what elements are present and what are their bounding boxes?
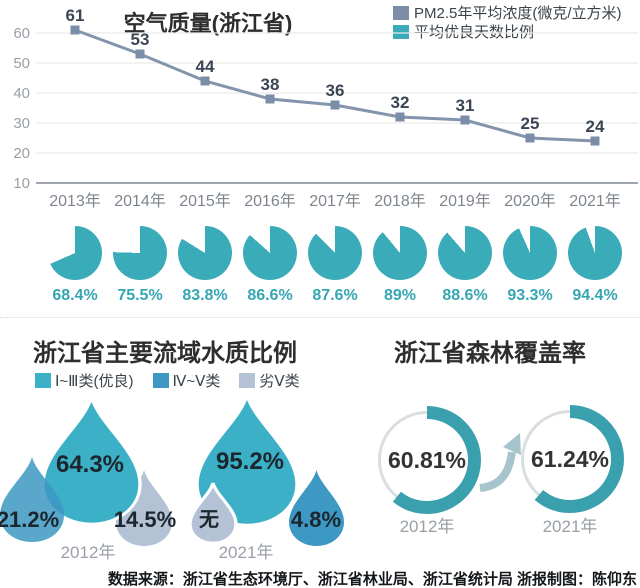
y-tick-label: 50	[13, 55, 30, 72]
good-days-pie-label: 75.5%	[117, 287, 163, 304]
water-legend-label: Ⅳ~Ⅴ类	[172, 373, 221, 390]
x-tick-label: 2019年	[439, 192, 491, 210]
water-drop-good	[195, 394, 299, 527]
increase-arrow	[479, 451, 516, 492]
good-days-pie-label: 94.4%	[572, 287, 618, 304]
good-days-pie-label: 86.6%	[247, 287, 293, 304]
pm25-value-label: 53	[131, 30, 150, 49]
pm25-marker	[460, 115, 470, 125]
pm25-value-label: 25	[521, 114, 540, 133]
forest-year-label: 2012年	[400, 517, 455, 536]
good-days-legend-swatch	[393, 24, 409, 39]
forest-value-label: 61.24%	[531, 446, 609, 472]
pm25-marker	[265, 94, 275, 104]
pm25-legend-swatch	[393, 5, 409, 20]
x-tick-label: 2015年	[179, 192, 231, 210]
pm25-marker	[135, 49, 145, 59]
water-legend-swatch	[239, 373, 256, 388]
good-days-pie	[308, 226, 362, 280]
water-legend-item: Ⅳ~Ⅴ类	[152, 370, 221, 391]
water-good-label: 95.2%	[216, 448, 284, 475]
pm25-value-label: 32	[391, 93, 410, 112]
y-tick-label: 40	[13, 85, 30, 102]
pm25-marker	[200, 76, 210, 86]
water-quality-legend: Ⅰ~Ⅲ类(优良) Ⅳ~Ⅴ类 劣Ⅴ类	[35, 370, 300, 391]
y-tick-label: 60	[13, 25, 30, 42]
pm25-value-label: 36	[326, 81, 345, 100]
good-days-pie	[503, 226, 557, 280]
y-tick-label: 30	[13, 115, 30, 132]
donut-arc	[373, 406, 481, 514]
forest-year-label: 2021年	[543, 517, 598, 536]
pm25-marker	[525, 133, 535, 143]
y-tick-label: 10	[13, 175, 30, 192]
water-drop-mid	[0, 457, 64, 542]
water-legend-label: Ⅰ~Ⅲ类(优良)	[55, 373, 134, 390]
x-tick-label: 2016年	[244, 192, 296, 210]
x-tick-label: 2017年	[309, 192, 361, 210]
good-days-pie	[243, 226, 297, 280]
water-legend-swatch	[35, 373, 51, 388]
good-days-pie	[568, 226, 622, 280]
pm25-value-label: 31	[456, 96, 475, 115]
good-days-pie	[48, 226, 102, 280]
legend-item-pm25: PM2.5年平均浓度(微克/立方米)	[393, 3, 622, 22]
water-bad-label: 无	[199, 509, 219, 531]
increase-arrow-head	[503, 433, 521, 455]
pm25-value-label: 44	[196, 57, 215, 76]
y-tick-label: 20	[13, 145, 30, 162]
x-tick-label: 2020年	[504, 192, 556, 210]
water-year-label: 2012年	[61, 543, 116, 562]
pm25-value-label: 38	[261, 75, 280, 94]
good-days-pie	[178, 226, 232, 280]
water-drop-bad	[116, 470, 172, 546]
water-drop-mid	[289, 470, 344, 546]
good-days-pie-label: 89%	[383, 287, 417, 304]
water-good-label: 64.3%	[56, 451, 124, 478]
air-chart-legend: PM2.5年平均浓度(微克/立方米) 平均优良天数比例	[393, 3, 622, 41]
water-drop-good	[41, 396, 142, 526]
x-tick-label: 2021年	[569, 192, 621, 210]
pm25-line-chart: 60 50 40 30 20 10 2013年 2014年 2015年 2016年 2017年 201…	[13, 6, 638, 210]
x-tick-label: 2013年	[49, 192, 101, 210]
pm25-marker	[590, 136, 600, 146]
water-bad-label: 14.5%	[114, 507, 176, 532]
good-days-pie-label: 93.3%	[507, 287, 553, 304]
water-mid-label: 21.2%	[0, 507, 59, 532]
good-days-pie-label: 83.8%	[182, 287, 228, 304]
good-days-pie	[373, 226, 427, 280]
section-divider	[0, 317, 640, 318]
pm25-marker	[330, 100, 340, 110]
good-days-pie-label: 87.6%	[312, 287, 358, 304]
good-days-pie-label: 88.6%	[442, 287, 488, 304]
forest-value-label: 60.81%	[388, 447, 466, 473]
good-days-pie	[438, 226, 492, 280]
water-legend-item: 劣Ⅴ类	[239, 370, 300, 391]
good-days-pie-label: 68.4%	[52, 287, 98, 304]
pm25-legend-label: PM2.5年平均浓度(微克/立方米)	[414, 5, 622, 22]
x-tick-label: 2018年	[374, 192, 426, 210]
good-days-pie	[113, 226, 167, 280]
pm25-marker	[70, 25, 80, 35]
data-source-credit: 数据来源：浙江省生态环境厅、浙江省林业局、浙江省统计局 浙报制图：陈仰东	[107, 571, 637, 588]
pm25-value-label: 24	[586, 117, 605, 136]
pm25-value-label: 61	[66, 6, 85, 25]
water-legend-item: Ⅰ~Ⅲ类(优良)	[35, 370, 134, 391]
water-legend-swatch	[152, 373, 169, 388]
water-mid-label: 4.8%	[291, 507, 341, 532]
water-drop-bad	[188, 482, 238, 545]
water-legend-label: 劣Ⅴ类	[259, 373, 300, 390]
forest-coverage-title: 浙江省森林覆盖率	[394, 340, 586, 367]
water-quality-title: 浙江省主要流域水质比例	[33, 340, 297, 367]
pm25-marker	[395, 112, 405, 122]
good-days-pie-row: 68.4% 75.5% 83.8% 86.6% 87.6% 89% 88.6% 93.3% 94…	[48, 226, 622, 304]
air-quality-title: 空气质量(浙江省)	[123, 11, 293, 36]
forest-donut-chart: 60.81% 2012年 61.24% 2021年	[373, 405, 624, 536]
water-year-label: 2021年	[219, 543, 274, 562]
donut-arc	[516, 405, 624, 513]
x-tick-label: 2014年	[114, 192, 166, 210]
